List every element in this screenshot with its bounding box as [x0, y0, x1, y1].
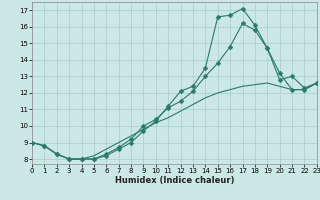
X-axis label: Humidex (Indice chaleur): Humidex (Indice chaleur): [115, 176, 234, 185]
